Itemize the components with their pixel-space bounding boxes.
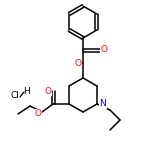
Text: O: O <box>75 58 82 68</box>
Text: Cl: Cl <box>11 92 19 100</box>
Text: O: O <box>101 46 107 54</box>
Text: O: O <box>35 110 41 119</box>
Text: O: O <box>44 86 52 95</box>
Text: N: N <box>100 100 106 109</box>
Text: H: H <box>24 86 30 95</box>
